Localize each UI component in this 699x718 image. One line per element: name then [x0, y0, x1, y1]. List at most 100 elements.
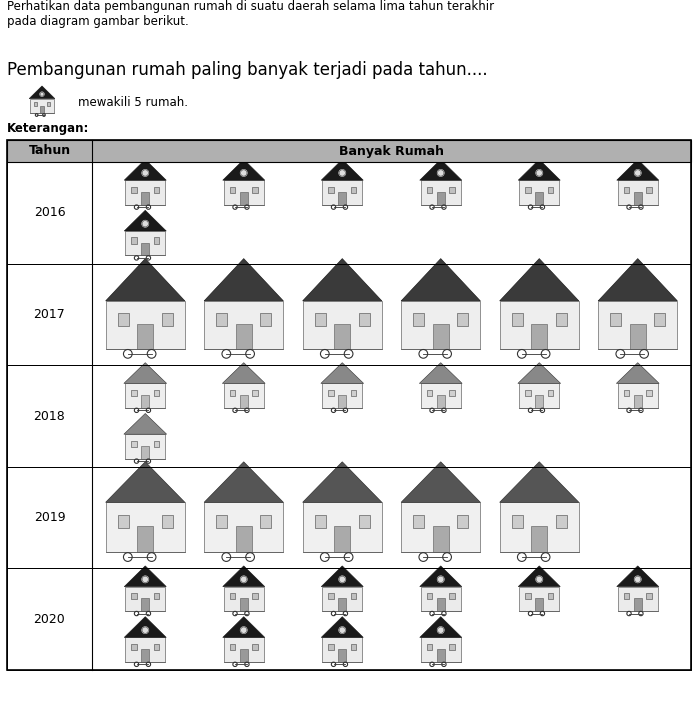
FancyBboxPatch shape [421, 587, 461, 611]
Polygon shape [124, 159, 166, 180]
FancyBboxPatch shape [437, 192, 445, 205]
Polygon shape [124, 566, 166, 587]
FancyBboxPatch shape [154, 441, 159, 447]
FancyBboxPatch shape [125, 231, 165, 256]
Polygon shape [321, 363, 363, 383]
FancyBboxPatch shape [338, 649, 346, 662]
FancyBboxPatch shape [526, 390, 531, 396]
FancyBboxPatch shape [131, 644, 137, 650]
FancyBboxPatch shape [252, 187, 258, 193]
FancyBboxPatch shape [322, 638, 362, 662]
Polygon shape [106, 462, 185, 503]
FancyBboxPatch shape [654, 313, 665, 326]
Polygon shape [29, 86, 55, 98]
FancyBboxPatch shape [230, 644, 236, 650]
Polygon shape [204, 258, 283, 301]
FancyBboxPatch shape [224, 587, 264, 611]
FancyBboxPatch shape [421, 638, 461, 662]
Polygon shape [617, 566, 658, 587]
Text: 2020: 2020 [34, 612, 66, 625]
FancyBboxPatch shape [512, 516, 523, 528]
FancyBboxPatch shape [131, 441, 137, 447]
FancyBboxPatch shape [162, 516, 173, 528]
Polygon shape [222, 363, 265, 383]
Polygon shape [223, 617, 265, 638]
FancyBboxPatch shape [457, 313, 468, 326]
FancyBboxPatch shape [30, 98, 54, 113]
FancyBboxPatch shape [261, 516, 271, 528]
FancyBboxPatch shape [240, 649, 247, 662]
FancyBboxPatch shape [252, 644, 258, 650]
FancyBboxPatch shape [117, 516, 129, 528]
FancyBboxPatch shape [154, 187, 159, 193]
FancyBboxPatch shape [216, 516, 227, 528]
Circle shape [240, 576, 247, 582]
Text: Perhatikan data pembangunan rumah di suatu daerah selama lima tahun terakhir
pad: Perhatikan data pembangunan rumah di sua… [7, 0, 494, 28]
Polygon shape [124, 414, 166, 434]
FancyBboxPatch shape [634, 192, 642, 205]
Text: Banyak Rumah: Banyak Rumah [339, 144, 444, 157]
FancyBboxPatch shape [535, 192, 543, 205]
Polygon shape [204, 462, 283, 503]
Circle shape [339, 576, 345, 582]
Text: 2017: 2017 [34, 308, 66, 321]
FancyBboxPatch shape [427, 593, 433, 600]
Polygon shape [322, 617, 363, 638]
FancyBboxPatch shape [351, 390, 356, 396]
Circle shape [635, 576, 641, 582]
Bar [7, 264, 691, 365]
Polygon shape [518, 159, 561, 180]
Polygon shape [322, 566, 363, 587]
FancyBboxPatch shape [106, 301, 185, 349]
FancyBboxPatch shape [646, 187, 651, 193]
Text: 2016: 2016 [34, 206, 65, 219]
FancyBboxPatch shape [141, 649, 149, 662]
FancyBboxPatch shape [224, 180, 264, 205]
FancyBboxPatch shape [500, 503, 579, 552]
Polygon shape [419, 363, 462, 383]
FancyBboxPatch shape [359, 516, 370, 528]
FancyBboxPatch shape [556, 516, 567, 528]
FancyBboxPatch shape [449, 644, 454, 650]
FancyBboxPatch shape [338, 192, 346, 205]
FancyBboxPatch shape [535, 395, 543, 408]
Circle shape [339, 169, 345, 176]
FancyBboxPatch shape [117, 313, 129, 326]
Polygon shape [106, 258, 185, 301]
FancyBboxPatch shape [162, 313, 173, 326]
Text: 2019: 2019 [34, 511, 65, 524]
FancyBboxPatch shape [240, 598, 247, 611]
FancyBboxPatch shape [303, 503, 382, 552]
Polygon shape [518, 363, 561, 383]
FancyBboxPatch shape [413, 516, 424, 528]
FancyBboxPatch shape [531, 526, 547, 552]
Polygon shape [303, 258, 382, 301]
FancyBboxPatch shape [437, 649, 445, 662]
FancyBboxPatch shape [433, 526, 449, 552]
FancyBboxPatch shape [141, 446, 149, 459]
FancyBboxPatch shape [204, 301, 283, 349]
FancyBboxPatch shape [216, 313, 227, 326]
FancyBboxPatch shape [421, 180, 461, 205]
FancyBboxPatch shape [252, 593, 258, 600]
Circle shape [438, 576, 444, 582]
Polygon shape [500, 258, 579, 301]
FancyBboxPatch shape [230, 593, 236, 600]
FancyBboxPatch shape [261, 313, 271, 326]
FancyBboxPatch shape [338, 598, 346, 611]
FancyBboxPatch shape [236, 324, 252, 349]
FancyBboxPatch shape [137, 324, 153, 349]
Polygon shape [124, 617, 166, 638]
FancyBboxPatch shape [519, 180, 559, 205]
FancyBboxPatch shape [47, 103, 50, 106]
Text: Tahun: Tahun [29, 144, 71, 157]
FancyBboxPatch shape [547, 187, 553, 193]
FancyBboxPatch shape [334, 324, 350, 349]
Text: Pembangunan rumah paling banyak terjadi pada tahun....: Pembangunan rumah paling banyak terjadi … [7, 61, 488, 79]
FancyBboxPatch shape [427, 644, 433, 650]
FancyBboxPatch shape [125, 638, 165, 662]
FancyBboxPatch shape [449, 187, 454, 193]
Circle shape [339, 627, 345, 633]
Circle shape [142, 576, 148, 582]
FancyBboxPatch shape [131, 187, 137, 193]
